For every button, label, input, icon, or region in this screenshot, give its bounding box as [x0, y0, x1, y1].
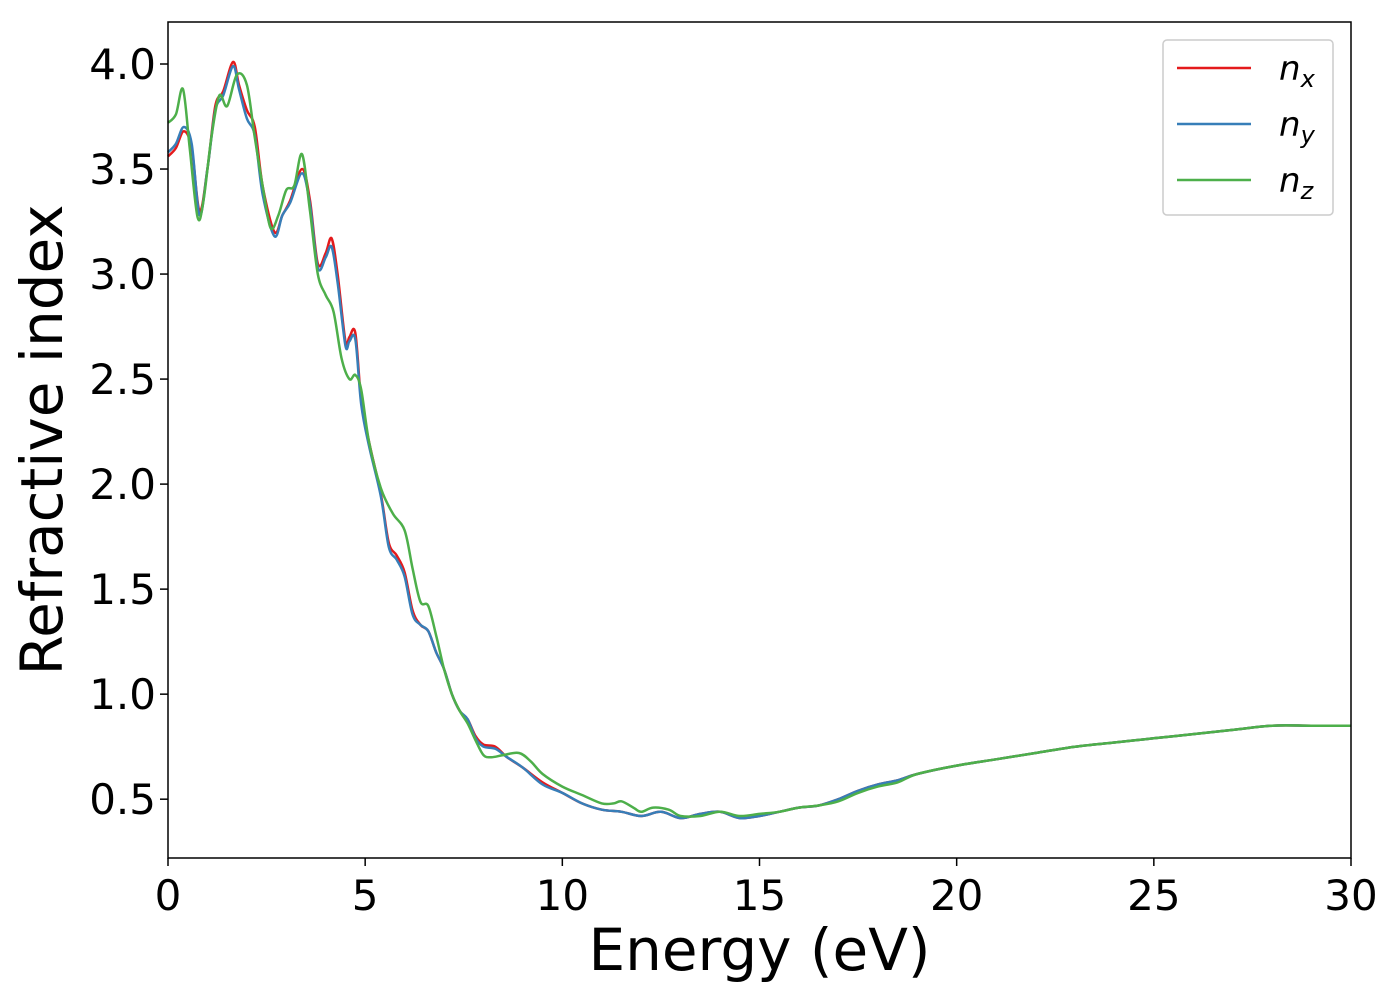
y-tick-label: 1.5	[89, 565, 156, 614]
x-tick-label: 15	[733, 871, 786, 920]
y-tick-label: 1.0	[89, 670, 156, 719]
x-tick-label: 5	[352, 871, 379, 920]
x-axis: 0 5 10 15 20 25 30	[155, 858, 1378, 920]
y-tick-label: 0.5	[89, 775, 156, 824]
x-tick-label: 25	[1127, 871, 1180, 920]
x-tick-label: 30	[1324, 871, 1377, 920]
series-line-n_z	[167, 71, 1351, 818]
legend-label-n_z: nz	[1279, 161, 1315, 205]
y-tick-label: 2.5	[89, 355, 156, 404]
y-tick-label: 4.0	[89, 40, 156, 89]
x-tick-label: 20	[930, 871, 983, 920]
legend-label-n_x: nx	[1279, 49, 1316, 93]
legend-box	[1162, 39, 1334, 216]
y-tick-label: 3.0	[89, 250, 156, 299]
legend: nx ny nz	[1162, 39, 1334, 216]
y-tick-label: 2.0	[89, 460, 156, 509]
legend-label-n_y: ny	[1279, 105, 1316, 149]
y-tick-label: 3.5	[89, 145, 156, 194]
plot-lines	[167, 60, 1351, 820]
x-tick-label: 10	[536, 871, 589, 920]
y-axis: 0.5 1.0 1.5 2.0 2.5 3.0 3.5 4.0	[89, 40, 168, 824]
x-axis-title: Energy (eV)	[588, 916, 930, 984]
x-tick-label: 0	[155, 871, 182, 920]
y-axis-title: Refractive index	[8, 204, 76, 675]
